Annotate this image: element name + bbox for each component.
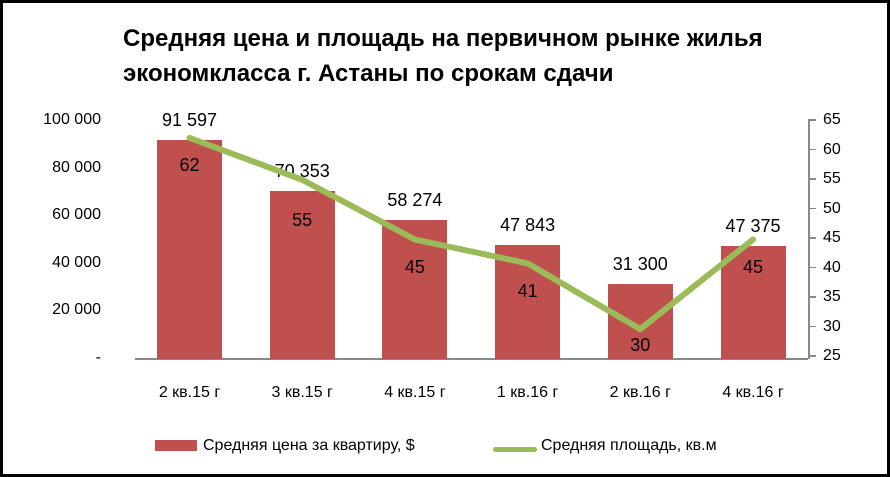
right-axis-tick-label: 45	[823, 229, 841, 246]
line-value-label: 55	[292, 209, 313, 230]
right-axis-tick-label: 65	[823, 111, 841, 128]
right-axis-tick-mark	[808, 266, 816, 269]
legend-label-price: Средняя цена за квартиру, $	[203, 437, 415, 454]
right-axis-tick-mark	[808, 355, 816, 357]
right-axis-tick-label: 25	[823, 347, 841, 364]
right-axis-tick-label: 50	[823, 199, 841, 217]
right-axis-tick-label: 30	[823, 317, 841, 335]
area-line-series	[186, 134, 756, 333]
right-axis-line	[808, 120, 810, 359]
bar	[720, 245, 786, 359]
right-axis-tick-mark	[808, 207, 816, 210]
right-axis-tick-mark	[808, 148, 816, 151]
chart-title-line1: Средняя цена и площадь на первичном рынк…	[123, 25, 763, 52]
left-axis-tick-label: 20 000	[52, 301, 101, 319]
right-axis-tick-mark	[808, 237, 816, 239]
x-axis-category-label: 3 кв.15 г	[271, 384, 333, 401]
bar	[607, 284, 673, 359]
bar-value-label: 47 375	[725, 215, 781, 236]
left-axis-tick-label: -	[95, 349, 101, 366]
line-value-label: 30	[630, 335, 651, 356]
area-line-path	[186, 134, 756, 333]
right-axis-tick-mark	[808, 296, 816, 298]
line-value-label: 62	[179, 154, 200, 175]
bar	[269, 190, 335, 359]
left-axis-tick-label: 40 000	[52, 253, 101, 271]
right-axis-tick-mark	[808, 325, 816, 328]
price-series-swatch	[155, 440, 197, 451]
right-axis-tick-label: 40	[823, 258, 841, 276]
line-value-label: 41	[517, 281, 538, 302]
left-axis-tick-label: 60 000	[52, 206, 101, 224]
chart-title: Средняя цена и площадь на первичном рынк…	[123, 21, 763, 91]
right-axis-tick-mark	[808, 178, 816, 180]
right-axis-tick-label: 60	[823, 140, 841, 158]
legend-label-area: Средняя площадь, кв.м	[541, 437, 717, 454]
bar	[157, 140, 222, 359]
line-value-label: 45	[404, 256, 425, 277]
area-series-line-swatch	[493, 447, 537, 452]
x-axis-category-label: 4 кв.15 г	[384, 384, 446, 401]
x-axis-category-label: 2 кв.16 г	[609, 384, 671, 401]
bar-value-label: 58 274	[387, 189, 443, 210]
chart-title-line2: экономкласса г. Астаны по срокам сдачи	[123, 60, 614, 87]
x-axis-category-label: 2 кв.15 г	[158, 384, 221, 401]
x-axis-line	[135, 358, 808, 360]
x-axis-category-label: 1 кв.16 г	[496, 384, 559, 401]
left-axis-tick-label: 80 000	[52, 158, 101, 176]
left-axis-tick-label: 100 000	[43, 111, 101, 128]
right-axis-tick-label: 55	[823, 170, 841, 187]
right-axis-tick-label: 35	[823, 288, 841, 305]
line-value-label: 45	[742, 256, 764, 277]
bar-value-label: 47 843	[500, 214, 556, 235]
right-axis-tick-mark	[808, 119, 816, 121]
x-axis-category-label: 4 кв.16 г	[722, 384, 784, 401]
bar-value-label: 31 300	[612, 254, 668, 275]
bar-value-label: 91 597	[161, 110, 218, 131]
